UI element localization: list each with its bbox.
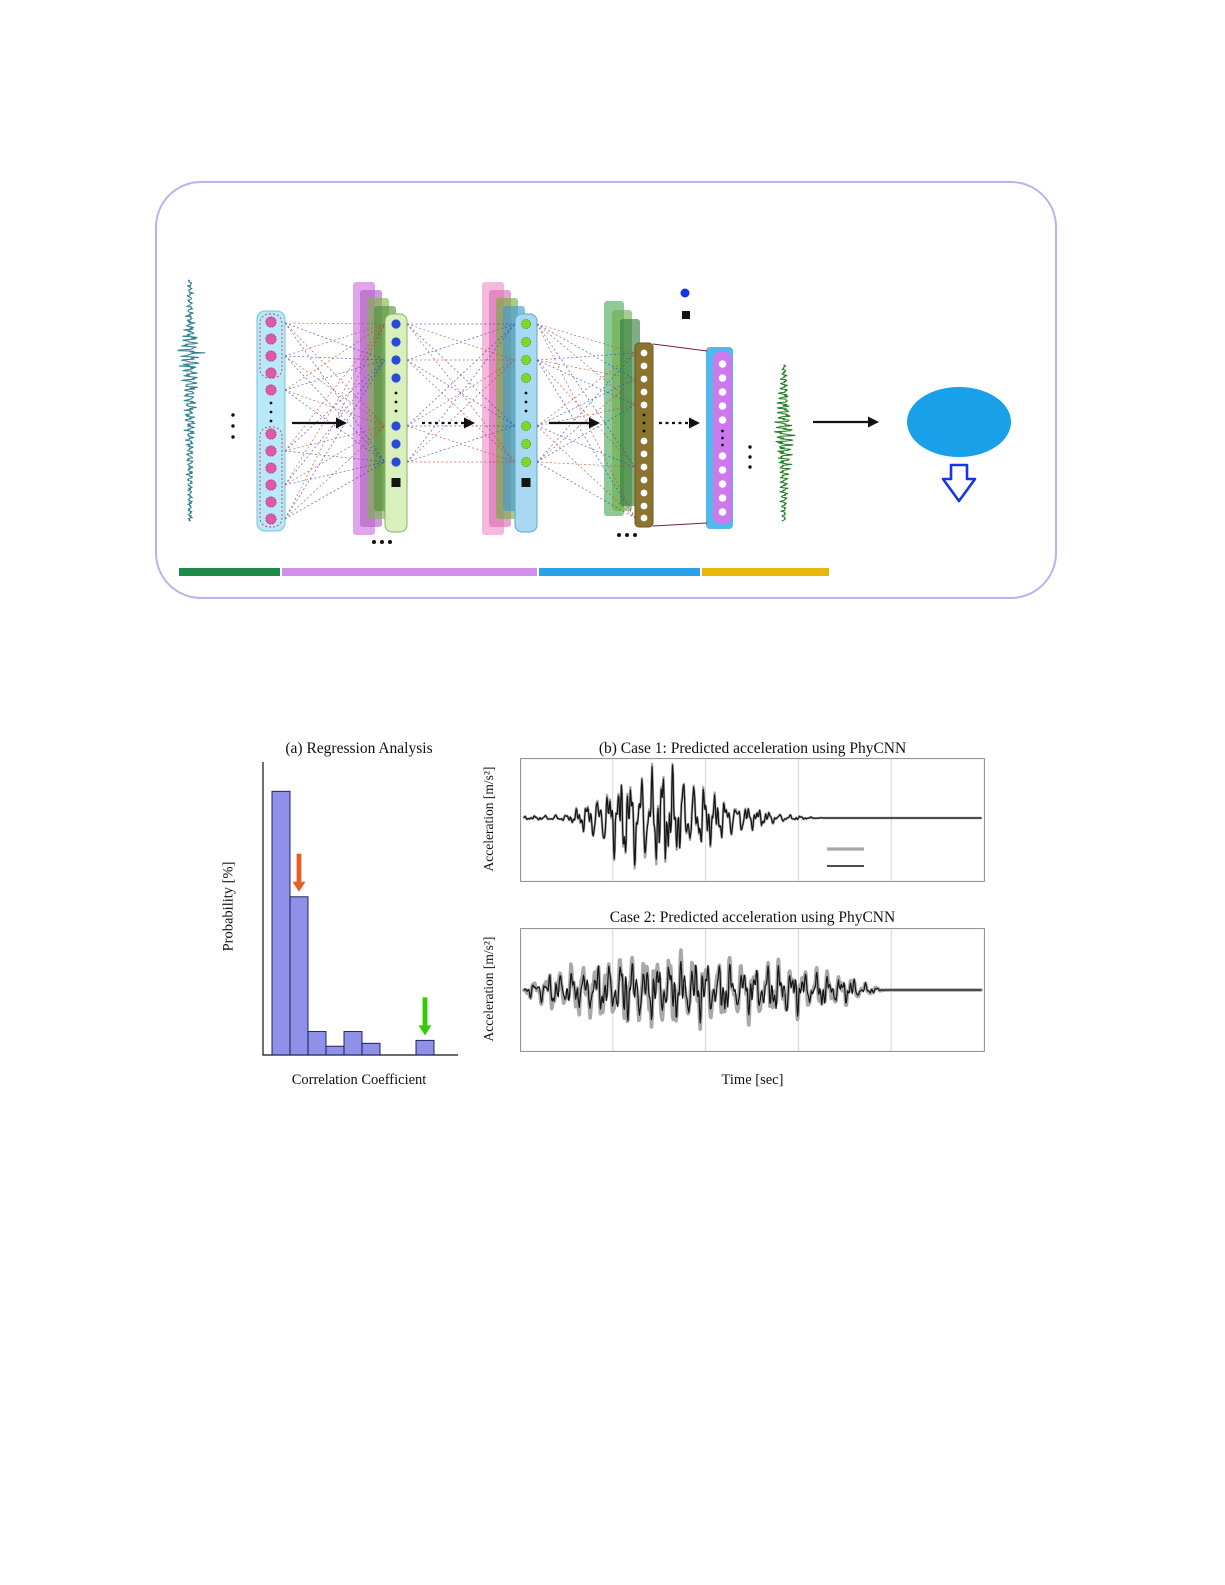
annotation-down-arrow — [292, 853, 306, 892]
neuron-dot-icon — [680, 288, 690, 298]
conv-stage-1-column — [384, 313, 408, 533]
histogram-bar — [343, 1031, 363, 1056]
dense-span — [539, 568, 700, 576]
case2-acceleration-plot — [520, 928, 985, 1052]
pooling-square-icon — [391, 478, 401, 487]
input-span — [179, 568, 280, 576]
probability-axis-label: Probability [%] — [220, 861, 237, 952]
case2-title: Case 2: Predicted acceleration using Phy… — [609, 909, 896, 926]
acceleration-plot-area — [520, 758, 985, 882]
flow-arrow-5 — [813, 416, 879, 428]
case1-acceleration-axis-label: Acceleration [m/s²] — [481, 766, 496, 872]
flow-arrow-3 — [549, 417, 600, 429]
dense-output-columns — [706, 347, 733, 529]
flow-arrow-1 — [292, 417, 347, 429]
output-layer-column — [718, 360, 727, 516]
node-legend — [680, 288, 690, 319]
pooling-square-icon — [682, 311, 690, 319]
histogram-bar — [289, 896, 309, 1056]
predicted-response-signal — [774, 364, 796, 522]
panel-a-title: (a) Regression Analysis — [285, 740, 433, 757]
ellipsis-marks — [231, 413, 752, 544]
phycnn-architecture-diagram — [177, 279, 1011, 576]
input-ground-motion-signal — [177, 279, 206, 522]
histogram-bar — [415, 1039, 435, 1056]
phycnn-architecture-box — [155, 181, 1057, 599]
histogram-bar — [361, 1042, 381, 1056]
time-axis-label: Time [sec] — [721, 1072, 784, 1088]
dense-stage-column — [634, 342, 654, 528]
correlation-axis-label: Correlation Coefficient — [291, 1072, 427, 1088]
histogram-bar — [307, 1031, 327, 1056]
response-ellipse — [907, 387, 1011, 457]
download-arrow-icon — [941, 463, 977, 503]
dense-connections — [284, 322, 708, 527]
conv-span — [282, 568, 537, 576]
histogram-bar — [271, 790, 291, 1056]
case2-acceleration-axis-label: Acceleration [m/s²] — [481, 936, 496, 1042]
plot-legend — [827, 847, 864, 867]
regression-histogram — [262, 762, 458, 1056]
histogram — [262, 762, 458, 1056]
histogram-bar — [325, 1045, 345, 1056]
case1-title: (b) Case 1: Predicted acceleration using… — [598, 740, 907, 757]
annotation-down-arrow — [418, 997, 432, 1036]
conv-stage-2-column — [514, 313, 538, 533]
flow-arrow-2 — [422, 417, 475, 429]
stage-span-bars — [179, 568, 829, 576]
input-layer — [256, 310, 286, 532]
flow-arrow-4 — [659, 417, 700, 429]
acceleration-plot-area — [520, 928, 985, 1052]
output-span — [702, 568, 829, 576]
pooling-square-icon — [521, 478, 531, 487]
case1-acceleration-plot — [520, 758, 985, 882]
